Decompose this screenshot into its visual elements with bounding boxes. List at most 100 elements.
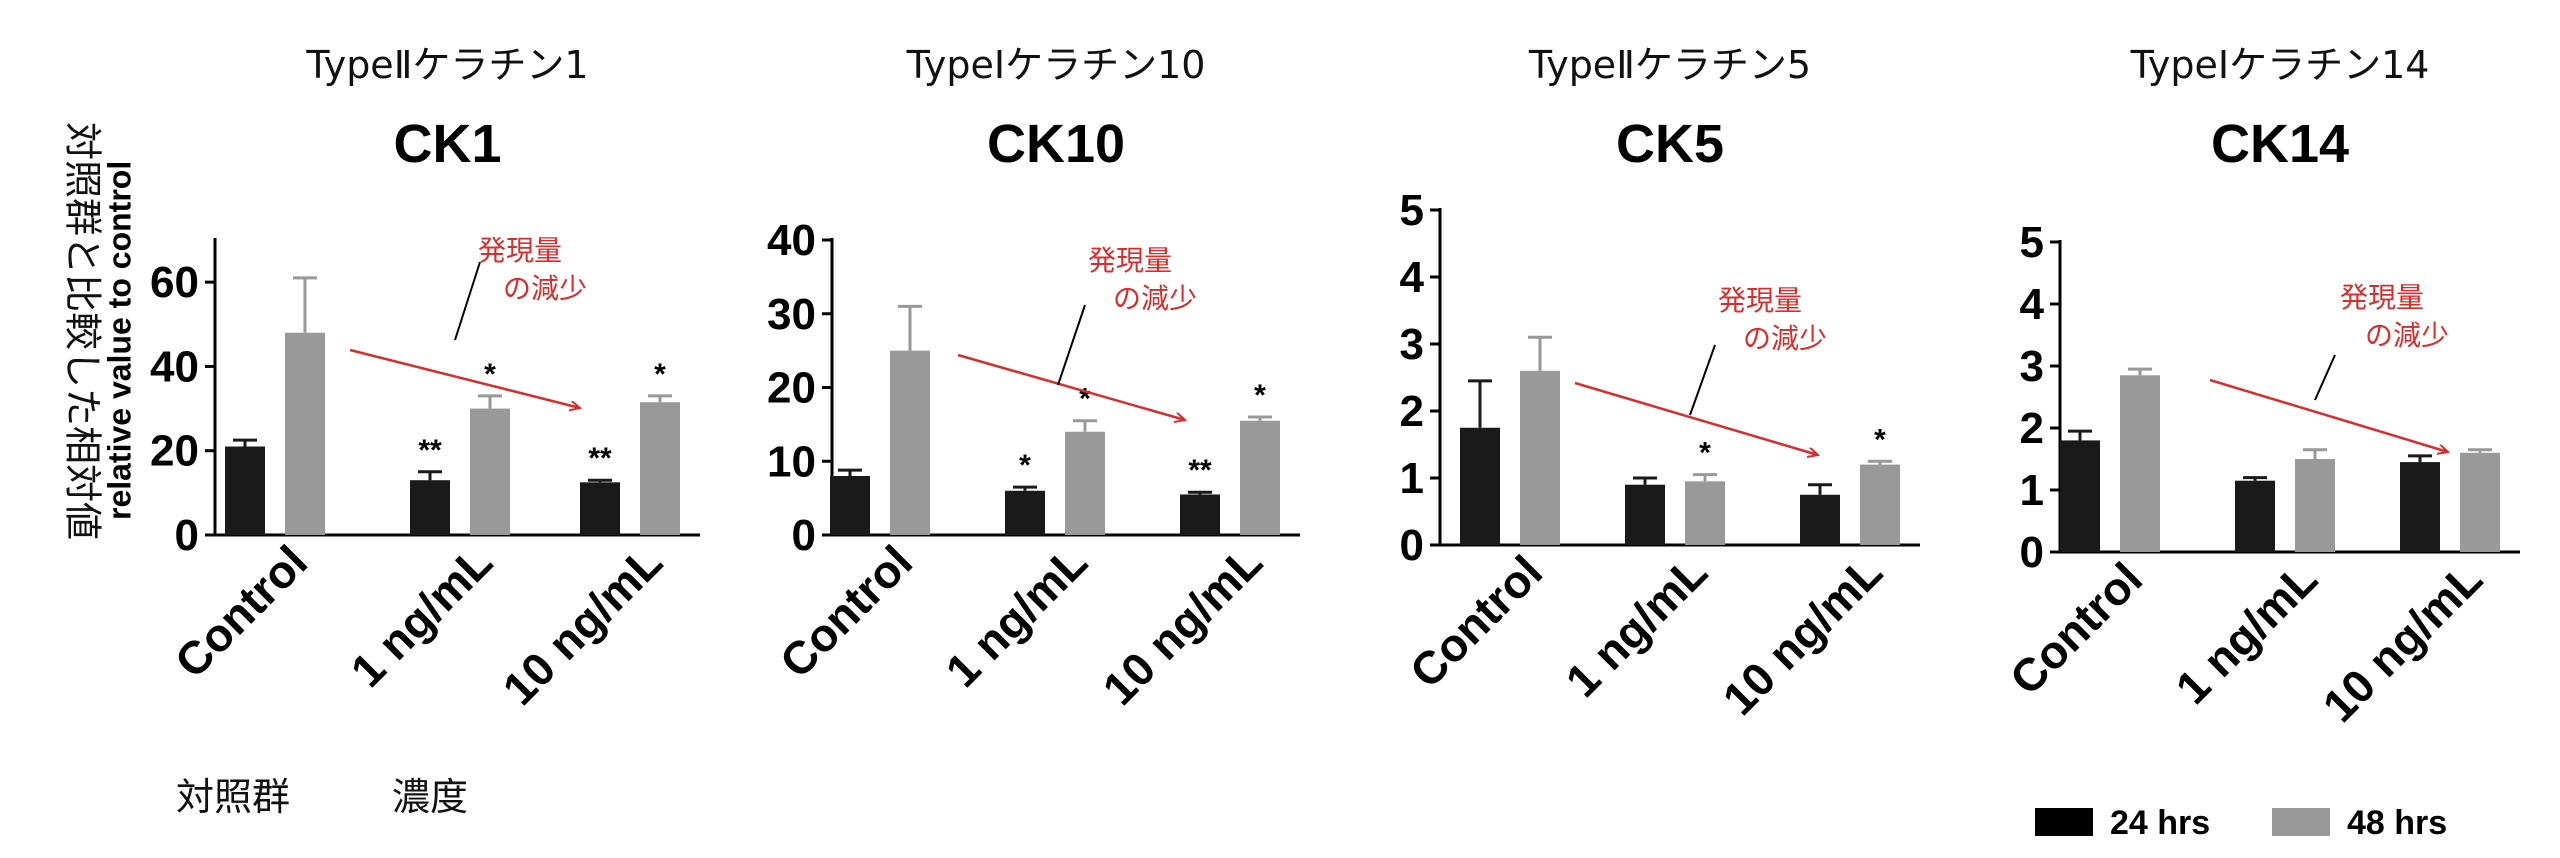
ck10-bar-24h (1180, 494, 1220, 535)
ck10-annotation-leader (1057, 304, 1086, 386)
ck14-bar-48h (2295, 459, 2335, 552)
ck1-bar-48h (470, 408, 510, 535)
ck1-subtitle: TypeⅡケラチン1 (305, 43, 588, 87)
ck5-ytick-label: 4 (1400, 253, 1425, 302)
ck10-significance-mark: * (1254, 379, 1266, 412)
ck5-bar-24h (1800, 494, 1840, 545)
ck14-category-label: 1 ng/mL (2166, 552, 2327, 713)
ck5-bar-24h (1625, 484, 1665, 545)
ck10-significance-mark: * (1019, 449, 1031, 482)
ck5-significance-mark: * (1699, 437, 1711, 470)
ck5-category-label: 10 ng/mL (1713, 545, 1893, 725)
ck1-annotation-line1: 発現量 (478, 234, 562, 267)
ck5-bar-48h (1520, 370, 1560, 545)
ck14-ytick-label: 5 (2020, 218, 2044, 267)
ck14-bar-24h (2400, 462, 2440, 552)
ck14-decrease-arrow (2209, 378, 2448, 452)
legend-label-48h: 48 hrs (2347, 804, 2447, 842)
ck10-subtitle: TypeⅠケラチン10 (906, 43, 1206, 87)
ck10-ytick-label: 30 (767, 290, 816, 339)
ck10-significance-mark: * (1079, 383, 1091, 416)
ck5-significance-mark: * (1874, 423, 1886, 456)
ck1-annotation-leader (454, 261, 481, 341)
ck5-subtitle: TypeⅡケラチン5 (1528, 43, 1811, 87)
ck1-significance-mark: ** (418, 434, 442, 467)
ck5-ytick-label: 5 (1400, 186, 1424, 235)
ck10-bar-24h (1005, 490, 1045, 535)
ck1-category-label: 10 ng/mL (493, 535, 673, 715)
ck1-significance-mark: * (654, 358, 666, 391)
ck14-annotation-leader (2314, 354, 2336, 401)
ck10-bar-48h (1240, 420, 1280, 535)
ck10-bar-48h (1065, 431, 1105, 535)
ck10-annotation-line2: の減少 (1113, 282, 1197, 315)
ck10-ytick-label: 0 (792, 511, 816, 560)
legend-swatch-48h (2272, 808, 2330, 836)
ck10-bar-48h (890, 350, 930, 535)
ck5-decrease-arrow (1574, 381, 1818, 455)
ck10-title: CK10 (987, 114, 1125, 174)
ck1-bar-48h (285, 332, 325, 535)
ck14-title: CK14 (2211, 114, 2349, 174)
ck5-annotation-leader (1689, 344, 1716, 416)
ck5-bar-48h (1685, 481, 1725, 545)
ck14-annotation-line2: の減少 (2365, 319, 2449, 352)
ck1-bar-24h (225, 446, 265, 535)
ck1-bar-48h (640, 402, 680, 535)
ck10-ytick-label: 10 (767, 437, 816, 486)
ck10-category-label: 1 ng/mL (936, 535, 1097, 696)
legend: 24 hrs 48 hrs (2035, 804, 2447, 842)
ck5-ytick-label: 1 (1400, 454, 1424, 503)
ck5-title: CK5 (1616, 114, 1724, 174)
ck14-ytick-label: 4 (2020, 280, 2045, 329)
ck14-ytick-label: 0 (2020, 528, 2044, 577)
ck10-decrease-arrow (957, 353, 1185, 420)
ck10-significance-mark: ** (1188, 454, 1212, 487)
ck10-ytick-label: 40 (767, 216, 816, 265)
ck1-annotation-line2: の減少 (503, 272, 587, 305)
ck10-bar-24h (830, 476, 870, 535)
y-axis-label-en: relative value to control (101, 161, 137, 520)
concentration-label: 濃度 (392, 775, 468, 819)
ck5-bar-48h (1860, 464, 1900, 545)
ck5-bar-24h (1460, 427, 1500, 545)
ck14-annotation-line1: 発現量 (2340, 281, 2424, 314)
ck14-bar-48h (2120, 375, 2160, 552)
ck1-ytick-label: 0 (175, 511, 199, 560)
ck1-significance-mark: ** (588, 442, 612, 475)
ck1-bar-24h (580, 482, 620, 535)
ck1-ytick-label: 20 (150, 427, 199, 476)
ck14-bar-48h (2460, 452, 2500, 552)
legend-label-24h: 24 hrs (2110, 804, 2210, 842)
y-axis-label-ja: 対照群と比較した相対値 (61, 122, 105, 540)
ck10-category-label: 10 ng/mL (1093, 535, 1273, 715)
ck14-category-label: 10 ng/mL (2313, 552, 2493, 732)
ck5-ytick-label: 2 (1400, 387, 1424, 436)
ck10-ytick-label: 20 (767, 364, 816, 413)
ck14-subtitle: TypeⅠケラチン14 (2130, 43, 2430, 87)
ck5-category-label: 1 ng/mL (1556, 545, 1717, 706)
ck5-ytick-label: 0 (1400, 521, 1424, 570)
ck5-annotation-line1: 発現量 (1718, 284, 1802, 317)
ck14-bar-24h (2060, 440, 2100, 552)
ck1-ytick-label: 40 (150, 342, 199, 391)
ck14-ytick-label: 1 (2020, 466, 2044, 515)
ck1-title: CK1 (393, 114, 501, 174)
legend-swatch-24h (2035, 808, 2093, 836)
ck14-bar-24h (2235, 480, 2275, 552)
ck5-annotation-line2: の減少 (1743, 322, 1827, 355)
ck14-ytick-label: 3 (2020, 342, 2044, 391)
ck1-significance-mark: * (484, 358, 496, 391)
ck14-ytick-label: 2 (2020, 404, 2044, 453)
ck5-ytick-label: 3 (1400, 320, 1424, 369)
ck1-category-label: 1 ng/mL (341, 535, 502, 696)
ck1-ytick-label: 60 (150, 258, 199, 307)
control-group-label: 対照群 (176, 775, 290, 819)
ck10-annotation-line1: 発現量 (1088, 244, 1172, 277)
ck1-decrease-arrow (349, 348, 580, 408)
